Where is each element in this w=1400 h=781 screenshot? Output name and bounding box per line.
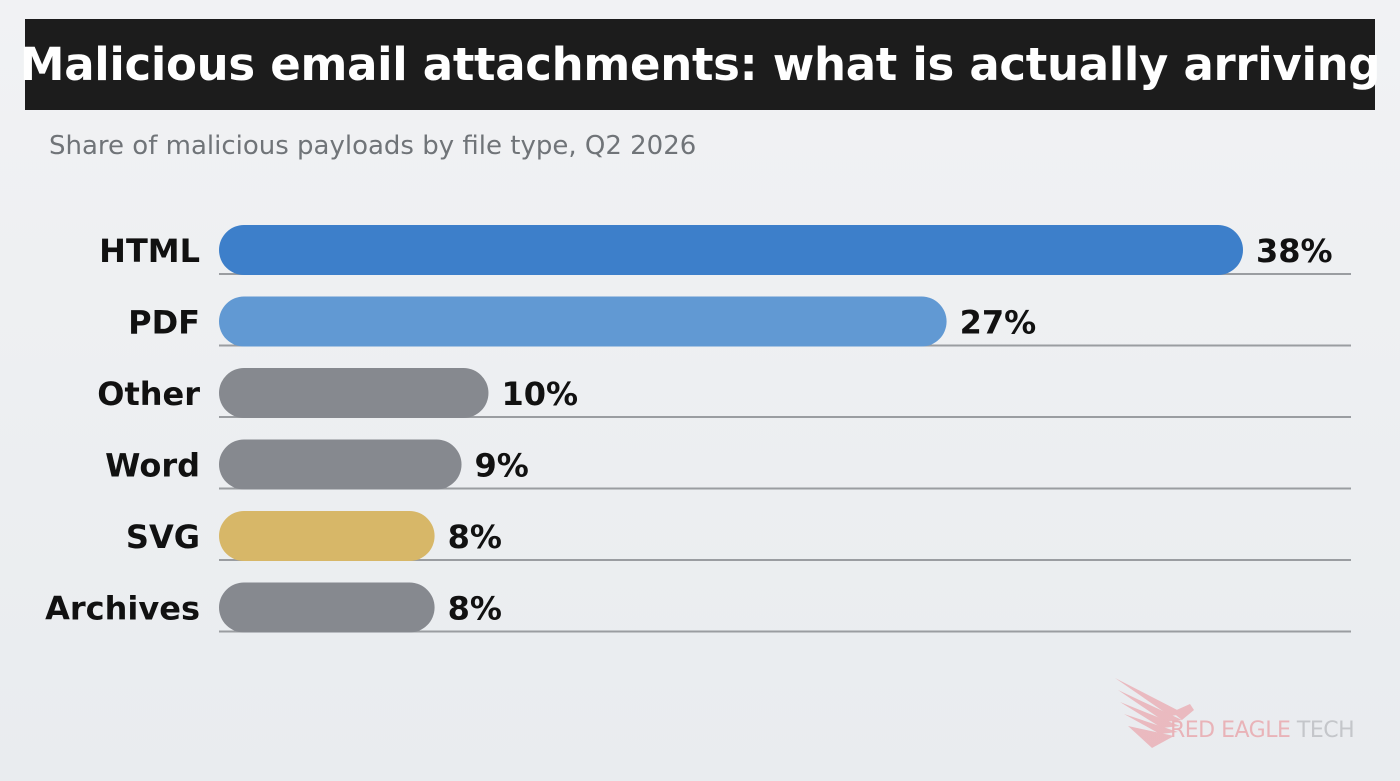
value-label-svg: 8% (448, 518, 502, 556)
chart-subtitle: Share of malicious payloads by file type… (49, 131, 697, 161)
brand-name-red: RED EAGLE (1170, 718, 1291, 743)
value-label-word: 9% (475, 447, 529, 485)
bar-pdf (219, 296, 947, 347)
eagle-wing-icon (1115, 678, 1194, 748)
bar-word (219, 439, 462, 490)
chart-title: Malicious email attachments: what is act… (19, 38, 1381, 91)
bar-svg (219, 511, 435, 561)
brand-watermark: RED EAGLE TECH (1170, 718, 1355, 743)
category-label-archives: Archives (45, 590, 200, 628)
category-label-pdf: PDF (128, 304, 200, 342)
value-label-archives: 8% (448, 590, 502, 628)
value-label-html: 38% (1256, 232, 1333, 270)
bar-other (219, 368, 489, 418)
category-label-word: Word (105, 447, 200, 485)
title-bar: Malicious email attachments: what is act… (20, 19, 1381, 110)
value-label-pdf: 27% (960, 304, 1037, 342)
bar-html (219, 225, 1243, 275)
category-label-html: HTML (99, 232, 200, 270)
value-label-other: 10% (501, 375, 578, 413)
bar-archives (219, 582, 435, 633)
category-label-other: Other (97, 375, 200, 413)
category-label-svg: SVG (126, 518, 200, 556)
brand-name-gray: TECH (1290, 718, 1355, 743)
